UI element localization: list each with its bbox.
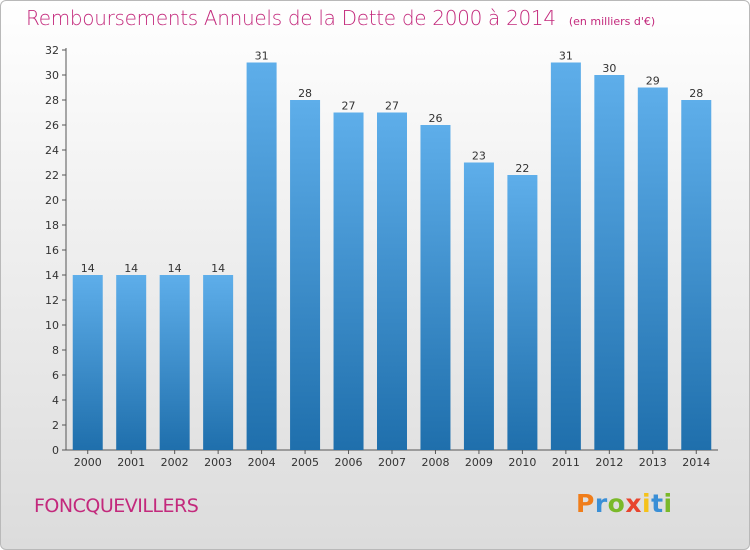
y-tick-label: 14	[45, 269, 59, 282]
data-label: 14	[124, 262, 138, 275]
data-label: 14	[211, 262, 225, 275]
commune-name: FONCQUEVILLERS	[34, 495, 199, 517]
bar	[377, 112, 407, 450]
y-tick-label: 8	[52, 344, 59, 357]
x-tick-label: 2013	[639, 456, 667, 469]
bar	[203, 275, 234, 450]
y-tick-label: 6	[52, 369, 59, 382]
x-tick-label: 2012	[595, 456, 623, 469]
y-tick-label: 22	[45, 169, 59, 182]
logo-letter: i	[663, 489, 673, 518]
logo-letter: t	[651, 489, 664, 518]
x-tick-label: 2010	[508, 456, 536, 469]
bars	[72, 62, 712, 450]
data-label: 28	[689, 87, 703, 100]
data-label: 14	[168, 262, 182, 275]
data-label: 27	[342, 100, 356, 113]
y-tick-label: 24	[45, 144, 59, 157]
x-tick-label: 2002	[161, 456, 189, 469]
x-tick-label: 2011	[552, 456, 580, 469]
data-label: 14	[81, 262, 95, 275]
y-tick-label: 18	[45, 219, 59, 232]
title-row: Remboursements Annuels de la Dette de 20…	[26, 6, 655, 30]
x-tick-label: 2008	[421, 456, 449, 469]
bar	[420, 125, 451, 450]
y-tick-label: 4	[52, 394, 59, 407]
bar	[594, 75, 625, 450]
chart-subtitle: (en milliers d'€)	[568, 15, 656, 28]
x-tick-label: 2009	[465, 456, 493, 469]
logo-letter: o	[607, 489, 626, 518]
data-labels: 14 14 14 14 31 28 27 27 26 23 22 31 30 29 28	[81, 50, 704, 276]
bar	[333, 112, 364, 450]
x-tick-label: 2006	[335, 456, 363, 469]
bar	[116, 275, 147, 450]
bar	[246, 62, 277, 450]
data-label: 28	[298, 87, 312, 100]
x-tick-label: 2004	[248, 456, 276, 469]
y-tick-label: 28	[45, 94, 59, 107]
x-tick-label: 2007	[378, 456, 406, 469]
x-tick-label: 2014	[682, 456, 710, 469]
bar	[72, 275, 103, 450]
logo-letter: r	[594, 489, 608, 518]
chart-title: Remboursements Annuels de la Dette de 20…	[26, 6, 556, 30]
bar	[159, 275, 190, 450]
x-tick-label: 2005	[291, 456, 319, 469]
bar	[290, 100, 321, 450]
data-label: 30	[602, 62, 616, 75]
logo-letter: i	[642, 489, 652, 518]
data-label: 31	[559, 50, 573, 63]
bar	[463, 162, 494, 450]
x-tick-label: 2003	[204, 456, 232, 469]
logo-letter: P	[576, 489, 595, 518]
proxiti-logo: Proxiti	[576, 489, 673, 518]
y-tick-label: 32	[45, 44, 59, 57]
y-tick-label: 0	[52, 444, 59, 457]
data-label: 31	[255, 50, 269, 63]
bar	[507, 175, 538, 450]
y-tick-label: 20	[45, 194, 59, 207]
x-tick-label: 2000	[74, 456, 102, 469]
data-label: 22	[515, 162, 529, 175]
bar	[550, 62, 581, 450]
data-label: 29	[646, 75, 660, 88]
bar	[637, 87, 668, 450]
data-label: 23	[472, 150, 486, 163]
y-tick-label: 16	[45, 244, 59, 257]
y-tick-label: 2	[52, 419, 59, 432]
y-tick-label: 12	[45, 294, 59, 307]
x-tick-label: 2001	[117, 456, 145, 469]
data-label: 27	[385, 100, 399, 113]
y-tick-label: 30	[45, 69, 59, 82]
y-tick-label: 26	[45, 119, 59, 132]
data-label: 26	[428, 112, 442, 125]
y-tick-label: 10	[45, 319, 59, 332]
bar	[681, 100, 712, 450]
logo-letter: x	[625, 489, 642, 518]
